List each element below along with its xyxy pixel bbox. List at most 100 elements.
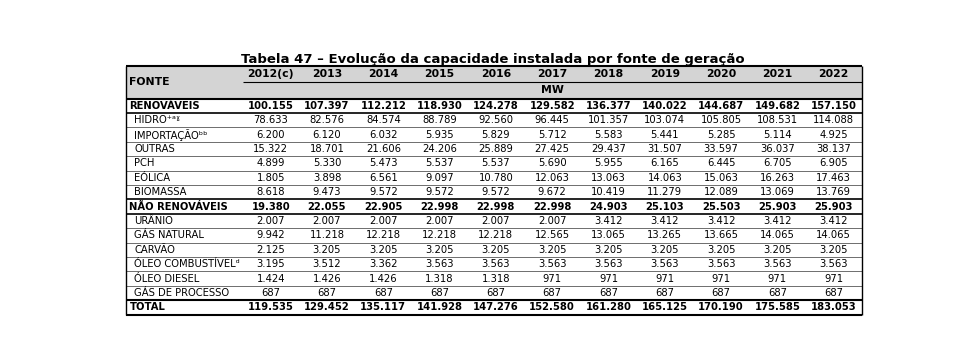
Text: 114.088: 114.088 [813, 115, 854, 125]
Text: 3.205: 3.205 [763, 245, 792, 255]
Bar [126, 214, 862, 228]
Text: 5.690: 5.690 [538, 159, 566, 169]
Text: 9.572: 9.572 [481, 187, 510, 197]
Text: 687: 687 [543, 288, 561, 298]
Text: 22.905: 22.905 [364, 202, 403, 212]
Text: 15.322: 15.322 [253, 144, 288, 154]
Text: 1.424: 1.424 [257, 274, 284, 284]
Text: 27.425: 27.425 [534, 144, 570, 154]
Text: 6.905: 6.905 [820, 159, 848, 169]
Text: 136.377: 136.377 [585, 101, 631, 111]
Text: 144.687: 144.687 [698, 101, 744, 111]
Text: 6.445: 6.445 [706, 159, 735, 169]
Text: 4.925: 4.925 [820, 130, 848, 140]
Text: 140.022: 140.022 [642, 101, 687, 111]
Text: ÓLEO DIESEL: ÓLEO DIESEL [135, 274, 199, 284]
Text: PCH: PCH [135, 159, 155, 169]
Text: CARVÃO: CARVÃO [135, 245, 175, 255]
Text: 687: 687 [261, 288, 281, 298]
Text: 10.780: 10.780 [479, 173, 513, 183]
Text: 971: 971 [543, 274, 562, 284]
Text: 687: 687 [374, 288, 393, 298]
Text: 147.276: 147.276 [473, 302, 519, 312]
Bar [126, 228, 862, 243]
Text: 9.572: 9.572 [425, 187, 454, 197]
Text: 3.205: 3.205 [706, 245, 735, 255]
Text: 971: 971 [655, 274, 675, 284]
Text: 687: 687 [768, 288, 787, 298]
Text: MW: MW [541, 85, 563, 95]
Text: 6.032: 6.032 [369, 130, 398, 140]
Bar [126, 156, 862, 171]
Text: 22.998: 22.998 [477, 202, 515, 212]
Text: 14.063: 14.063 [648, 173, 682, 183]
Text: 2015: 2015 [425, 69, 455, 79]
Text: 24.206: 24.206 [422, 144, 457, 154]
Text: 38.137: 38.137 [816, 144, 851, 154]
Text: 3.898: 3.898 [312, 173, 341, 183]
Text: 5.829: 5.829 [481, 130, 510, 140]
Text: 22.055: 22.055 [308, 202, 346, 212]
Text: 1.318: 1.318 [481, 274, 510, 284]
Text: 36.037: 36.037 [760, 144, 795, 154]
Text: 2012(c): 2012(c) [247, 69, 294, 79]
Text: 971: 971 [711, 274, 730, 284]
Text: 3.205: 3.205 [820, 245, 848, 255]
Text: 6.561: 6.561 [369, 173, 398, 183]
Text: 124.278: 124.278 [473, 101, 519, 111]
Text: 13.065: 13.065 [591, 230, 626, 241]
Text: 3.512: 3.512 [312, 259, 341, 269]
Text: 170.190: 170.190 [699, 302, 744, 312]
Text: 3.412: 3.412 [651, 216, 679, 226]
Text: 5.935: 5.935 [426, 130, 454, 140]
Text: 2.007: 2.007 [369, 216, 398, 226]
Text: 971: 971 [825, 274, 843, 284]
Text: 100.155: 100.155 [248, 101, 294, 111]
Text: 3.205: 3.205 [426, 245, 454, 255]
Text: 3.205: 3.205 [481, 245, 510, 255]
Text: HIDRO⁺ᵃˠ: HIDRO⁺ᵃˠ [135, 115, 181, 125]
Text: 2019: 2019 [650, 69, 679, 79]
Text: 29.437: 29.437 [591, 144, 626, 154]
Text: 5.537: 5.537 [426, 159, 454, 169]
Text: 107.397: 107.397 [305, 101, 350, 111]
Text: 3.412: 3.412 [763, 216, 792, 226]
Text: OUTRAS: OUTRAS [135, 144, 175, 154]
Text: 5.285: 5.285 [706, 130, 735, 140]
Text: 24.903: 24.903 [589, 202, 628, 212]
Text: 6.120: 6.120 [312, 130, 341, 140]
Text: 687: 687 [711, 288, 730, 298]
Text: 118.930: 118.930 [417, 101, 462, 111]
Text: 5.441: 5.441 [651, 130, 679, 140]
Text: Tabela 47 – Evolução da capacidade instalada por fonte de geração: Tabela 47 – Evolução da capacidade insta… [240, 53, 745, 66]
Text: 1.426: 1.426 [312, 274, 341, 284]
Text: GÁS NATURAL: GÁS NATURAL [135, 230, 204, 241]
Text: 119.535: 119.535 [248, 302, 294, 312]
Text: 5.712: 5.712 [538, 130, 567, 140]
Text: 3.412: 3.412 [594, 216, 623, 226]
Text: URÂNIO: URÂNIO [135, 216, 173, 226]
Text: 96.445: 96.445 [534, 115, 570, 125]
Text: 22.998: 22.998 [420, 202, 458, 212]
Text: 687: 687 [825, 288, 843, 298]
Text: 13.069: 13.069 [760, 187, 795, 197]
Text: 5.473: 5.473 [369, 159, 398, 169]
Text: TOTAL: TOTAL [130, 302, 165, 312]
Text: 13.665: 13.665 [703, 230, 739, 241]
Bar [126, 66, 862, 99]
Text: BIOMASSA: BIOMASSA [135, 187, 186, 197]
Text: 2013: 2013 [312, 69, 342, 79]
Bar [126, 200, 862, 214]
Text: 157.150: 157.150 [811, 101, 856, 111]
Text: 31.507: 31.507 [648, 144, 682, 154]
Text: 175.585: 175.585 [754, 302, 801, 312]
Text: 14.065: 14.065 [816, 230, 851, 241]
Text: 3.205: 3.205 [538, 245, 566, 255]
Text: 3.205: 3.205 [369, 245, 398, 255]
Text: 13.769: 13.769 [816, 187, 851, 197]
Text: 5.537: 5.537 [481, 159, 510, 169]
Text: 971: 971 [599, 274, 618, 284]
Text: 12.063: 12.063 [534, 173, 570, 183]
Text: NÃO RENOVÁVEIS: NÃO RENOVÁVEIS [130, 202, 228, 212]
Text: 12.565: 12.565 [534, 230, 570, 241]
